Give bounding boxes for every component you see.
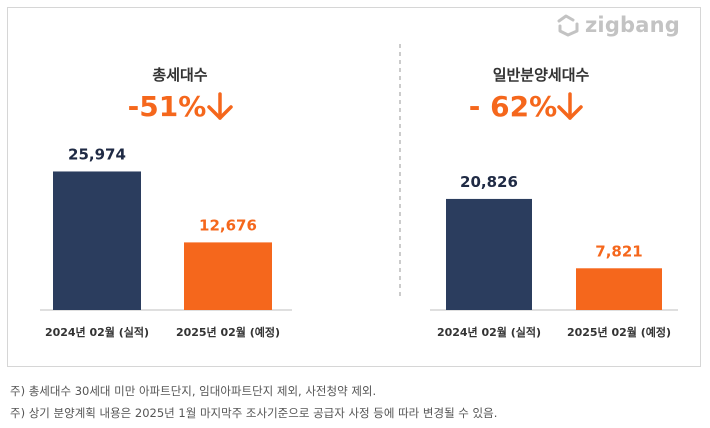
- zigbang-house-icon: [557, 14, 579, 37]
- panel1-bar-actual: [53, 171, 141, 310]
- panel2-bar-planned: [576, 268, 662, 310]
- panel2-category-planned: 2025년 02월 (예정): [567, 325, 671, 339]
- panel2-value-planned: 7,821: [595, 242, 642, 260]
- panel1-down-arrow-icon: [207, 92, 233, 120]
- panel1-change: -51%: [128, 90, 207, 123]
- brand-logo: zigbang: [555, 12, 680, 38]
- panel2-value-actual: 20,826: [460, 173, 518, 191]
- panel1-value-planned: 12,676: [199, 216, 257, 234]
- panel2-category-actual: 2024년 02월 (실적): [437, 325, 541, 339]
- panel1-category-actual: 2024년 02월 (실적): [45, 325, 149, 339]
- panel2-title: 일반분양세대수: [493, 66, 590, 84]
- footnote-1: 주) 총세대수 30세대 미만 아파트단지, 임대아파트단지 제외, 사전청약 …: [10, 384, 377, 398]
- panel1-category-planned: 2025년 02월 (예정): [176, 325, 280, 339]
- panel2-change: - 62%: [469, 90, 557, 123]
- chart-frame: [7, 7, 701, 367]
- logo-text: zigbang: [585, 13, 681, 37]
- footnote-2: 주) 상기 분양계획 내용은 2025년 1월 마지막주 조사기준으로 공급자 …: [10, 406, 498, 420]
- panel2-bar-actual: [446, 198, 532, 310]
- bar-charts: 총세대수 -51% 25,974 12,676 2024년 02월 (실적) 2…: [40, 44, 678, 339]
- footnotes: 주) 총세대수 30세대 미만 아파트단지, 임대아파트단지 제외, 사전청약 …: [10, 380, 497, 424]
- panel2-down-arrow-icon: [557, 92, 583, 120]
- panel1-title: 총세대수: [152, 66, 207, 84]
- panel1-bar-planned: [184, 242, 272, 310]
- panel1-value-actual: 25,974: [68, 145, 126, 163]
